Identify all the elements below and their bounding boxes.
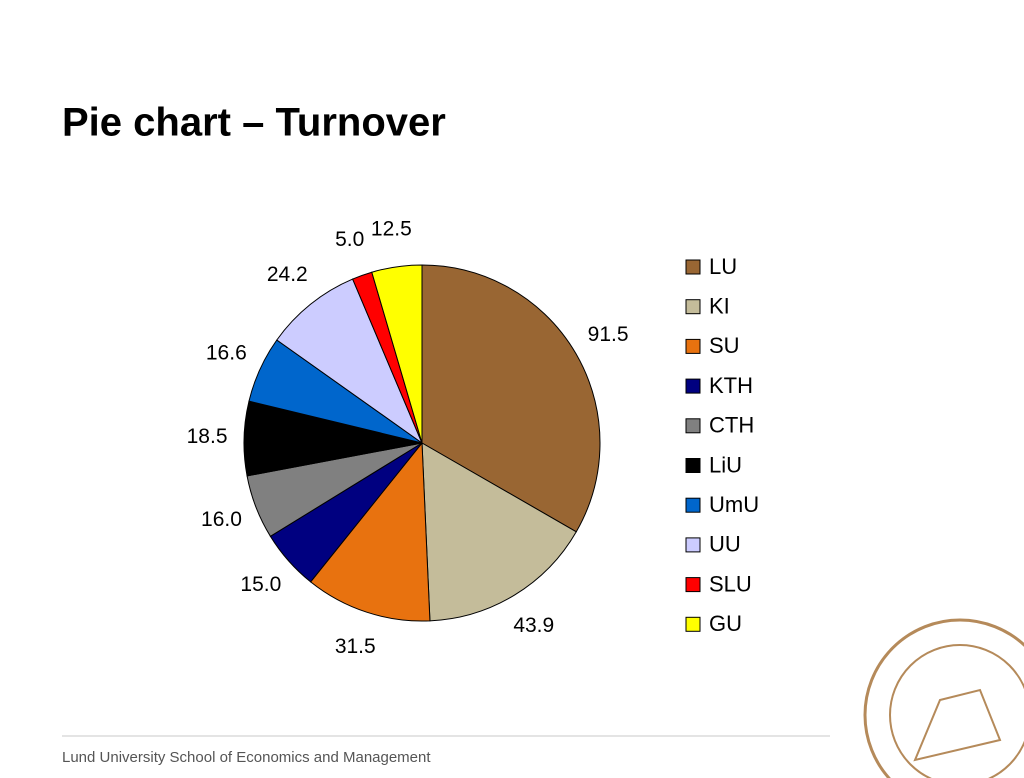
value-label: 91.5	[588, 323, 629, 346]
university-seal	[863, 618, 1024, 778]
legend-swatch	[685, 497, 701, 513]
legend-swatch	[685, 378, 701, 394]
legend-label: SLU	[709, 571, 752, 596]
legend-label: CTH	[709, 413, 754, 438]
legend-label: KTH	[709, 373, 753, 398]
legend-swatch	[685, 577, 701, 593]
slide-title: Pie chart – Turnover	[62, 101, 446, 145]
pie-slice	[421, 442, 577, 622]
legend-swatch	[685, 616, 701, 632]
value-label: 16.6	[206, 341, 247, 364]
legend-label: KI	[709, 294, 730, 319]
value-label: 18.5	[187, 425, 228, 448]
legend-swatch	[685, 259, 701, 275]
pie-slice	[371, 264, 423, 444]
legend-label: UU	[709, 532, 741, 557]
value-label: 12.5	[371, 218, 412, 241]
pie-slice	[276, 278, 424, 445]
legend-label: LiU	[709, 452, 742, 477]
value-label: 43.9	[513, 614, 554, 637]
footer-text: Lund University School of Economics and …	[62, 749, 431, 766]
legend-label: UmU	[709, 492, 759, 517]
legend-label: LU	[709, 254, 737, 279]
value-label: 16.0	[201, 508, 242, 531]
pie-chart: 91.5 LU 43.9 KI 31.5 SU 15.0 KTH 16.0 CTH 18.5 LiU 1…	[187, 218, 759, 658]
legend-swatch	[685, 338, 701, 354]
legend-swatch	[685, 299, 701, 315]
legend-swatch	[685, 418, 701, 434]
legend-label: GU	[709, 611, 742, 636]
value-label: 5.0	[335, 228, 364, 251]
legend-swatch	[685, 458, 701, 473]
legend-label: SU	[709, 333, 740, 358]
legend-swatch	[685, 537, 701, 553]
value-label: 15.0	[240, 573, 281, 596]
pie-slice	[309, 441, 431, 622]
value-label: 31.5	[335, 635, 376, 658]
value-label: 24.2	[267, 263, 308, 286]
pie-slice	[421, 264, 601, 533]
